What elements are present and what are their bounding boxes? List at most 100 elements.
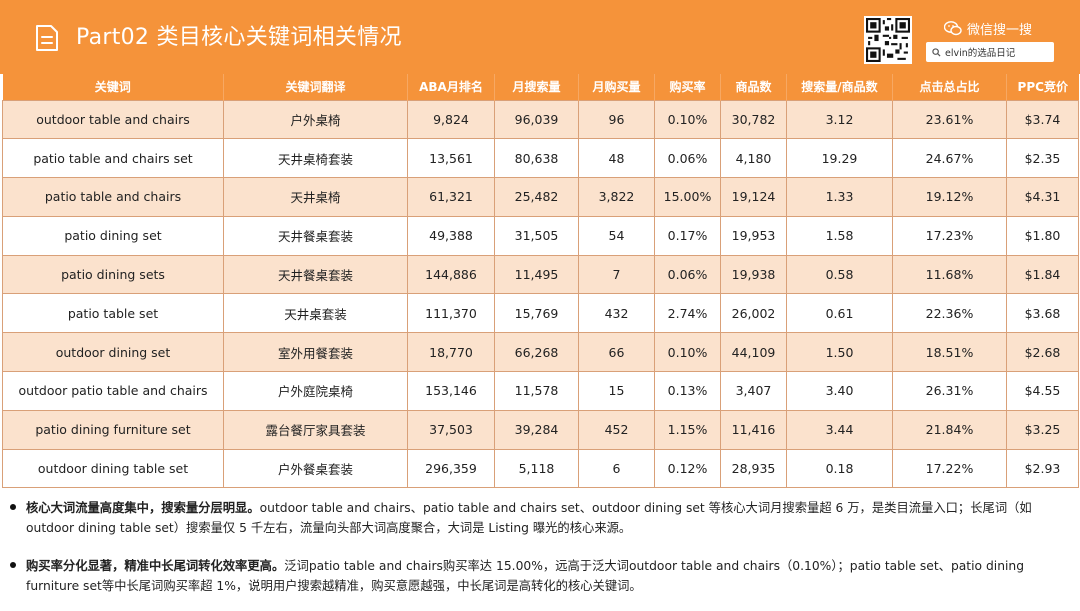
note-item: 核心大词流量高度集中，搜索量分层明显。outdoor table and cha… [10, 498, 1060, 538]
table-cell: outdoor dining set [2, 332, 224, 373]
table-cell: $4.31 [1006, 177, 1079, 217]
wechat-icon [944, 20, 962, 35]
table-cell: 天井桌椅 [223, 177, 408, 217]
table-cell: 80,638 [494, 138, 579, 179]
table-cell: 21.84% [892, 409, 1007, 450]
table-cell: outdoor table and chairs [2, 99, 224, 140]
table-cell: 露台餐厅家具套装 [223, 409, 408, 450]
table-cell: 66,268 [494, 332, 579, 373]
table-cell: 0.58 [786, 254, 893, 295]
table-cell: 18,770 [407, 332, 495, 373]
table-row: patio table and chairs 天井桌椅 61,321 25,482 3,… [2, 177, 1079, 217]
table-cell: 17.22% [892, 448, 1007, 489]
table-cell: 296,359 [407, 448, 495, 489]
table-cell: patio dining sets [2, 254, 224, 295]
table-cell: 23.61% [892, 99, 1007, 140]
table-cell: 1.50 [786, 332, 893, 373]
column-header: 关键词翻译 [223, 74, 408, 100]
keyword-table: 关键词 关键词翻译 ABA月排名 月搜索量 月购买量 购买率 商品数 搜索量/商… [2, 74, 1079, 489]
table-cell: 144,886 [407, 254, 495, 295]
table-row: outdoor dining set 室外用餐套装 18,770 66,268 66 0.… [2, 332, 1079, 373]
column-header: 月购买量 [578, 74, 655, 100]
column-header: 点击总占比 [892, 74, 1007, 100]
page-title: Part02 类目核心关键词相关情况 [76, 25, 402, 50]
column-header: 搜索量/商品数 [786, 74, 893, 100]
column-header: PPC竞价 [1006, 74, 1079, 100]
table-cell: 19,953 [720, 215, 787, 256]
note-text: outdoor table and chairs、patio table and… [26, 501, 1032, 535]
table-cell: 49,388 [407, 215, 495, 256]
table-cell: 61,321 [407, 177, 495, 217]
table-cell: $1.80 [1006, 215, 1079, 256]
table-header-row: 关键词 关键词翻译 ABA月排名 月搜索量 月购买量 购买率 商品数 搜索量/商… [2, 74, 1079, 100]
table-cell: 户外庭院桌椅 [223, 371, 408, 411]
table-cell: 0.61 [786, 293, 893, 334]
table-cell: 7 [578, 254, 655, 295]
table-cell: 17.23% [892, 215, 1007, 256]
table-cell: 3.12 [786, 99, 893, 140]
table-cell: 11,578 [494, 371, 579, 411]
table-cell: 室外用餐套装 [223, 332, 408, 373]
table-cell: patio table and chairs [2, 177, 224, 217]
wechat-label: 微信搜一搜 [967, 22, 1033, 38]
table-cell: 15.00% [654, 177, 721, 217]
table-cell: 11,416 [720, 409, 787, 450]
note-item: 购买率分化显著，精准中长尾词转化效率更高。泛词patio table and c… [10, 556, 1060, 596]
note-bold: 购买率分化显著，精准中长尾词转化效率更高。 [26, 559, 285, 573]
table-cell: 28,935 [720, 448, 787, 489]
table-cell: 6 [578, 448, 655, 489]
table-cell: 37,503 [407, 409, 495, 450]
table-cell: 户外桌椅 [223, 99, 408, 140]
table-cell: 1.58 [786, 215, 893, 256]
table-cell: 15,769 [494, 293, 579, 334]
table-cell: 0.10% [654, 332, 721, 373]
table-cell: 19.29 [786, 138, 893, 179]
table-cell: 18.51% [892, 332, 1007, 373]
table-row: patio dining furniture set 露台餐厅家具套装 37,503… [2, 409, 1079, 450]
table-cell: 26.31% [892, 371, 1007, 411]
table-cell: $3.25 [1006, 409, 1079, 450]
table-cell: 15 [578, 371, 655, 411]
table-cell: 54 [578, 215, 655, 256]
table-cell: $3.68 [1006, 293, 1079, 334]
wechat-search-area: 微信搜一搜 elvin的选品日记 [922, 16, 1056, 66]
column-header: 月搜索量 [494, 74, 579, 100]
table-cell: 153,146 [407, 371, 495, 411]
qr-code-icon [864, 16, 912, 64]
table-cell: 66 [578, 332, 655, 373]
column-header: ABA月排名 [407, 74, 495, 100]
table-cell: 26,002 [720, 293, 787, 334]
table-cell: patio dining set [2, 215, 224, 256]
column-header: 商品数 [720, 74, 787, 100]
table-cell: 1.15% [654, 409, 721, 450]
table-cell: 2.74% [654, 293, 721, 334]
table-row: outdoor patio table and chairs 户外庭院桌椅 153,… [2, 371, 1079, 411]
table-cell: 3.40 [786, 371, 893, 411]
table-cell: 24.67% [892, 138, 1007, 179]
table-cell: 3.44 [786, 409, 893, 450]
table-cell: patio table set [2, 293, 224, 334]
table-cell: patio dining furniture set [2, 409, 224, 450]
table-cell: 111,370 [407, 293, 495, 334]
table-cell: 19,938 [720, 254, 787, 295]
table-row: patio dining set 天井餐桌套装 49,388 31,505 54 0.17… [2, 215, 1079, 256]
search-icon [932, 47, 941, 57]
table-cell: 44,109 [720, 332, 787, 373]
table-cell: $3.74 [1006, 99, 1079, 140]
bullet-icon [10, 498, 18, 538]
table-cell: 39,284 [494, 409, 579, 450]
page-header: Part02 类目核心关键词相关情况 微信搜一搜 elvin的选品日 [0, 0, 1080, 74]
document-icon [36, 25, 58, 51]
table-cell: 4,180 [720, 138, 787, 179]
search-text: elvin的选品日记 [945, 48, 1016, 59]
table-cell: patio table and chairs set [2, 138, 224, 179]
table-cell: 30,782 [720, 99, 787, 140]
search-input[interactable]: elvin的选品日记 [926, 42, 1054, 62]
table-cell: 452 [578, 409, 655, 450]
table-cell: 0.17% [654, 215, 721, 256]
table-cell: 户外餐桌套装 [223, 448, 408, 489]
table-row: patio dining sets 天井餐桌套装 144,886 11,495 7 0.0… [2, 254, 1079, 295]
table-cell: 3,822 [578, 177, 655, 217]
table-cell: $2.68 [1006, 332, 1079, 373]
table-cell: $4.55 [1006, 371, 1079, 411]
